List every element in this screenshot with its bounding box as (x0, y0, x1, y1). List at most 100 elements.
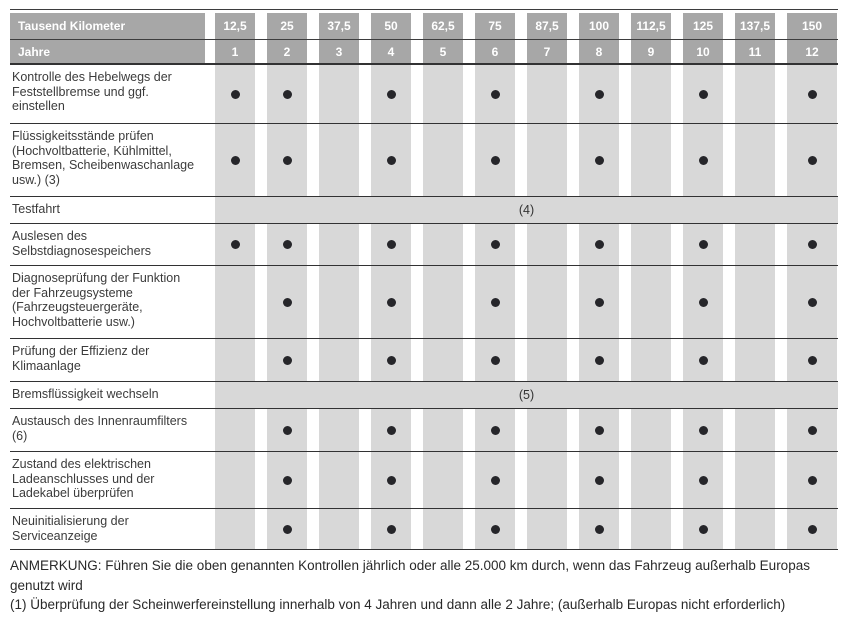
merged-span-cell: (4) (215, 197, 838, 223)
service-dot (807, 240, 817, 249)
task-label: Flüssigkeitsstände prüfen (Hochvoltbatte… (10, 124, 205, 196)
row-cells (215, 339, 838, 381)
schedule-cell (735, 339, 775, 381)
service-dot (594, 524, 604, 534)
schedule-cell (319, 509, 359, 549)
schedule-cell (527, 409, 567, 451)
schedule-cell (787, 124, 837, 196)
schedule-cell (683, 409, 723, 451)
service-dot (698, 475, 708, 485)
service-dot (386, 475, 396, 485)
service-dot (807, 425, 817, 435)
service-dot (594, 355, 604, 365)
schedule-cell (683, 224, 723, 265)
schedule-cell (683, 124, 723, 196)
schedule-cell (683, 266, 723, 338)
schedule-cell (215, 224, 255, 265)
service-dot (698, 240, 708, 249)
service-dot (230, 240, 240, 249)
service-dot (490, 355, 500, 365)
service-dot (282, 524, 292, 534)
table-row-parking-brake: Kontrolle des Hebelwegs der Feststellbre… (10, 65, 838, 124)
row-cells (215, 452, 838, 508)
service-dot (282, 240, 292, 249)
service-dot (282, 475, 292, 485)
schedule-cell (735, 224, 775, 265)
service-dot (698, 524, 708, 534)
service-dot (386, 297, 396, 307)
task-label: Austausch des Innenraumfilters (6) (10, 409, 205, 451)
schedule-cell (423, 452, 463, 508)
km-value-cell: 12,5 (215, 13, 255, 39)
table-row-test-drive: Testfahrt (4) (10, 197, 838, 224)
km-value-cell: 87,5 (527, 13, 567, 39)
table-row-service-display: Neuinitialisierung der Serviceanzeige (10, 509, 838, 550)
schedule-cell (267, 339, 307, 381)
service-dot (594, 297, 604, 307)
service-dot (698, 297, 708, 307)
schedule-cell (631, 452, 671, 508)
service-dot (594, 89, 604, 99)
service-dot (386, 155, 396, 165)
kilometers-value-cells: 12,5 25 37,5 50 62,5 75 87,5 100 112,5 125 137,5 15… (215, 13, 838, 39)
footnote-1: (1) Überprüfung der Scheinwerfereinstell… (10, 597, 786, 612)
year-value-cell: 10 (683, 40, 723, 63)
schedule-cell (683, 65, 723, 123)
row-cells (215, 124, 838, 196)
schedule-cell (423, 266, 463, 338)
service-dot (282, 355, 292, 365)
row-cells (215, 409, 838, 451)
schedule-cell (267, 224, 307, 265)
service-dot (594, 240, 604, 249)
year-value-cell: 8 (579, 40, 619, 63)
km-value-cell: 50 (371, 13, 411, 39)
service-dot (490, 89, 500, 99)
schedule-cell (631, 339, 671, 381)
schedule-cell (267, 266, 307, 338)
schedule-cell (527, 452, 567, 508)
task-label: Testfahrt (10, 197, 205, 223)
footer-notes: ANMERKUNG: Führen Sie die oben genannten… (10, 556, 835, 615)
schedule-cell (215, 409, 255, 451)
schedule-cell (579, 124, 619, 196)
schedule-cell (215, 124, 255, 196)
schedule-cell (527, 509, 567, 549)
table-row-charging-port: Zustand des elektrischen Ladeanschlusses… (10, 452, 838, 509)
schedule-cell (215, 339, 255, 381)
year-value-cell: 7 (527, 40, 567, 63)
schedule-cell (631, 124, 671, 196)
service-dot (386, 89, 396, 99)
years-header-label: Jahre (10, 40, 205, 63)
schedule-cell (527, 339, 567, 381)
schedule-cell (423, 224, 463, 265)
km-value-cell: 62,5 (423, 13, 463, 39)
schedule-cell (475, 266, 515, 338)
service-dot (282, 297, 292, 307)
service-dot (282, 425, 292, 435)
task-label: Prüfung der Effizienz der Klimaanlage (10, 339, 205, 381)
service-dot (807, 89, 817, 99)
year-value-cell: 9 (631, 40, 671, 63)
schedule-cell (215, 452, 255, 508)
year-value-cell: 12 (787, 40, 837, 63)
year-value-cell: 11 (735, 40, 775, 63)
schedule-cell (735, 266, 775, 338)
schedule-cell (423, 409, 463, 451)
header-row-years: Jahre 1 2 3 4 5 6 7 8 9 10 11 12 (10, 40, 838, 65)
service-dot (698, 155, 708, 165)
year-value-cell: 6 (475, 40, 515, 63)
schedule-cell (319, 339, 359, 381)
schedule-cell (735, 409, 775, 451)
schedule-cell (787, 65, 837, 123)
schedule-cell (787, 409, 837, 451)
schedule-cell (319, 409, 359, 451)
task-label: Kontrolle des Hebelwegs der Feststellbre… (10, 65, 205, 123)
maintenance-schedule-table: Tausend Kilometer 12,5 25 37,5 50 62,5 75 87,5… (10, 9, 838, 550)
task-label: Bremsflüssigkeit wechseln (10, 382, 205, 408)
service-dot (490, 297, 500, 307)
merged-span-cell: (5) (215, 382, 838, 408)
task-label: Auslesen des Selbstdiagnosespeichers (10, 224, 205, 265)
service-dot (282, 89, 292, 99)
service-dot (490, 475, 500, 485)
task-label: Neuinitialisierung der Serviceanzeige (10, 509, 205, 549)
